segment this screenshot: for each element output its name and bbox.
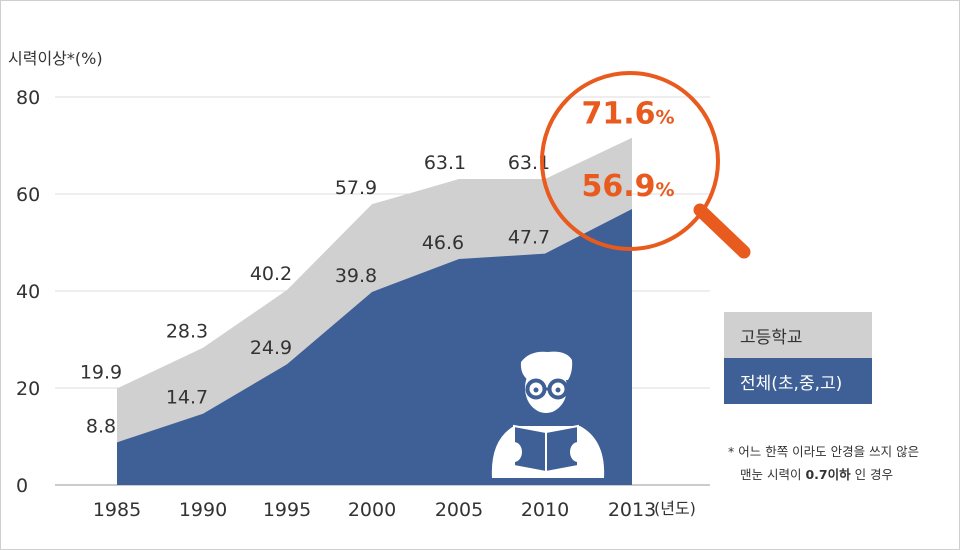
y-tick-label: 40 — [16, 281, 40, 303]
data-label: 8.8 — [86, 415, 116, 437]
legend-label-high-school: 고등학교 — [740, 327, 803, 348]
data-label: 40.2 — [250, 263, 292, 285]
footnote-line-2: 맨눈 시력이 0.7이하 인 경우 — [728, 463, 956, 486]
y-tick-label: 80 — [16, 87, 40, 109]
footnote-line-2-suffix: 인 경우 — [850, 467, 894, 482]
data-label-highlight: 56.9% — [581, 169, 674, 204]
footnote-line-2-prefix: 맨눈 시력이 — [740, 467, 806, 482]
x-axis-ticks: 1985 1990 1995 2000 2005 2010 2013 — [93, 499, 656, 521]
footnote: * 어느 한쪽 이라도 안경을 쓰지 않은 맨눈 시력이 0.7이하 인 경우 — [728, 440, 956, 486]
data-label: 28.3 — [166, 321, 208, 343]
data-label: 63.1 — [508, 152, 550, 174]
data-label-highlight: 71.6% — [581, 97, 674, 132]
legend-item-all-students: 전체(초,중,고) — [724, 358, 872, 404]
y-tick-label: 0 — [16, 475, 28, 497]
magnifier-icon — [540, 71, 751, 259]
x-tick-label: 2000 — [348, 499, 396, 521]
area-all-students — [117, 209, 632, 485]
x-tick-label: 1985 — [93, 499, 141, 521]
x-tick-label: 2005 — [435, 499, 483, 521]
x-tick-label: 2010 — [521, 499, 569, 521]
x-tick-label: 2013 — [608, 499, 656, 521]
data-label: 14.7 — [166, 387, 208, 409]
legend-label-all-students: 전체(초,중,고) — [740, 373, 843, 394]
footnote-line-2-bold: 0.7이하 — [805, 467, 851, 482]
legend-item-high-school: 고등학교 — [724, 312, 872, 358]
data-label: 24.9 — [250, 337, 292, 359]
x-axis-title: (년도) — [654, 499, 696, 518]
data-label-unit: % — [655, 107, 674, 129]
data-label: 46.6 — [422, 232, 464, 254]
data-label: 47.7 — [508, 227, 550, 249]
data-label: 57.9 — [335, 177, 377, 199]
footnote-line-1: * 어느 한쪽 이라도 안경을 쓰지 않은 — [728, 444, 920, 459]
data-label: 39.8 — [335, 265, 377, 287]
x-tick-label: 1990 — [179, 499, 227, 521]
y-tick-label: 20 — [16, 378, 40, 400]
data-label: 19.9 — [80, 361, 122, 383]
y-axis-ticks: 0 20 40 60 80 — [16, 87, 40, 497]
x-tick-label: 1995 — [263, 499, 311, 521]
data-label: 63.1 — [424, 152, 466, 174]
data-label-unit: % — [655, 179, 674, 201]
y-tick-label: 60 — [16, 184, 40, 206]
y-axis-title: 시력이상*(%) — [8, 49, 103, 68]
reading-student-icon — [491, 351, 605, 478]
